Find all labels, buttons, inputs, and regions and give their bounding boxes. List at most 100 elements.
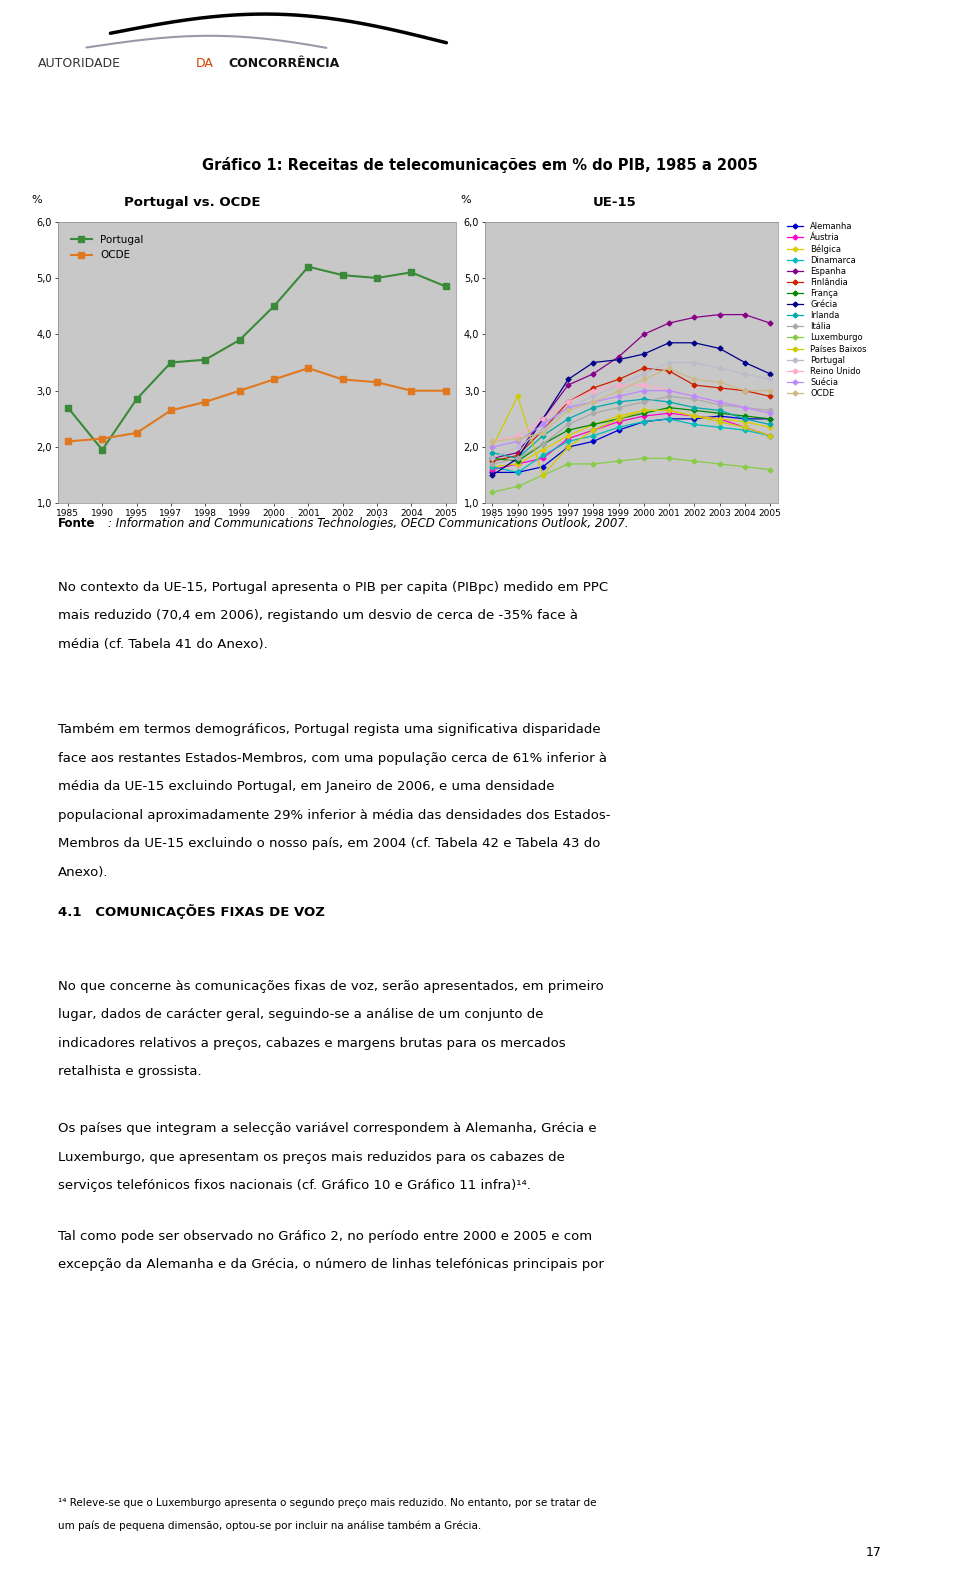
Text: Membros da UE-15 excluindo o nosso país, em 2004 (cf. Tabela 42 e Tabela 43 do: Membros da UE-15 excluindo o nosso país,…	[58, 837, 600, 850]
Reino Unido	[487, 432, 498, 451]
Itália	[563, 415, 574, 434]
Áustria	[563, 429, 574, 448]
Text: serviços telefónicos fixos nacionais (cf. Gráfico 10 e Gráfico 11 infra)¹⁴.: serviços telefónicos fixos nacionais (cf…	[58, 1179, 531, 1192]
Irlanda	[588, 397, 599, 416]
França	[714, 404, 726, 423]
Países Baixos	[537, 465, 548, 484]
Portugal	[663, 353, 675, 372]
Itália	[714, 396, 726, 415]
Portugal	[405, 263, 417, 282]
Alemanha	[663, 410, 675, 429]
Espanha	[563, 375, 574, 394]
Bélgica	[714, 410, 726, 429]
Finlândia	[764, 386, 776, 405]
Áustria	[688, 407, 700, 426]
OCDE	[62, 432, 74, 451]
França	[638, 404, 650, 423]
Bélgica	[663, 400, 675, 419]
OCDE	[663, 359, 675, 378]
Itália	[688, 389, 700, 408]
Grécia	[739, 353, 751, 372]
Portugal	[62, 397, 74, 416]
Portugal	[234, 331, 246, 350]
Line: Irlanda: Irlanda	[491, 397, 772, 461]
Alemanha	[739, 410, 751, 429]
OCDE	[302, 359, 314, 378]
Text: excepção da Alemanha e da Grécia, o número de linhas telefónicas principais por: excepção da Alemanha e da Grécia, o núme…	[58, 1258, 604, 1271]
OCDE	[487, 432, 498, 451]
Dinamarca	[714, 418, 726, 437]
Portugal	[487, 450, 498, 469]
Itália	[537, 435, 548, 454]
Alemanha	[487, 462, 498, 481]
Text: No contexto da UE-15, Portugal apresenta o PIB per capita (PIBpc) medido em PPC: No contexto da UE-15, Portugal apresenta…	[58, 581, 608, 594]
Bélgica	[487, 457, 498, 476]
Dinamarca	[487, 457, 498, 476]
Reino Unido	[739, 397, 751, 416]
Países Baixos	[487, 437, 498, 456]
Reino Unido	[563, 393, 574, 412]
Itália	[739, 397, 751, 416]
Text: Luxemburgo, que apresentam os preços mais reduzidos para os cabazes de: Luxemburgo, que apresentam os preços mai…	[58, 1151, 564, 1164]
França	[739, 407, 751, 426]
Text: Os países que integram a selecção variável correspondem à Alemanha, Grécia e: Os países que integram a selecção variáv…	[58, 1122, 596, 1135]
Line: Reino Unido: Reino Unido	[491, 383, 772, 443]
Áustria	[714, 410, 726, 429]
OCDE	[612, 382, 624, 400]
Portugal	[537, 421, 548, 440]
Suécia	[714, 393, 726, 412]
Suécia	[537, 415, 548, 434]
Portugal	[131, 389, 142, 408]
Luxemburgo	[714, 454, 726, 473]
Portugal	[714, 359, 726, 378]
Text: retalhista e grossista.: retalhista e grossista.	[58, 1065, 202, 1078]
Áustria	[487, 461, 498, 480]
Reino Unido	[688, 386, 700, 405]
Itália	[512, 450, 523, 469]
Espanha	[663, 313, 675, 332]
OCDE	[268, 370, 279, 389]
Dinamarca	[588, 426, 599, 445]
Finlândia	[638, 359, 650, 378]
Reino Unido	[714, 393, 726, 412]
Finlândia	[663, 361, 675, 380]
França	[663, 397, 675, 416]
Dinamarca	[512, 462, 523, 481]
Espanha	[588, 364, 599, 383]
Text: populacional aproximadamente 29% inferior à média das densidades dos Estados-: populacional aproximadamente 29% inferio…	[58, 809, 611, 822]
Line: França: França	[491, 405, 772, 462]
Países Baixos	[714, 412, 726, 431]
Suécia	[512, 432, 523, 451]
Áustria	[588, 421, 599, 440]
Text: Também em termos demográficos, Portugal regista uma significativa disparidade: Também em termos demográficos, Portugal …	[58, 723, 600, 736]
Reino Unido	[588, 382, 599, 400]
Dinamarca	[537, 446, 548, 465]
Bélgica	[764, 418, 776, 437]
OCDE	[512, 429, 523, 448]
França	[487, 450, 498, 469]
Irlanda	[764, 415, 776, 434]
Line: Alemanha: Alemanha	[491, 415, 772, 475]
Luxemburgo	[764, 461, 776, 480]
Luxemburgo	[638, 450, 650, 469]
Line: Espanha: Espanha	[491, 313, 772, 461]
Text: Tal como pode ser observado no Gráfico 2, no período entre 2000 e 2005 e com: Tal como pode ser observado no Gráfico 2…	[58, 1230, 591, 1243]
Luxemburgo	[688, 451, 700, 470]
Alemanha	[563, 437, 574, 456]
Portugal	[739, 364, 751, 383]
França	[588, 415, 599, 434]
Luxemburgo	[512, 476, 523, 495]
Países Baixos	[688, 407, 700, 426]
Line: Portugal: Portugal	[65, 264, 448, 453]
Portugal	[97, 440, 108, 459]
Irlanda	[537, 426, 548, 445]
Luxemburgo	[563, 454, 574, 473]
Luxemburgo	[612, 451, 624, 470]
Suécia	[739, 397, 751, 416]
Portugal	[165, 353, 177, 372]
Bélgica	[563, 426, 574, 445]
Dinamarca	[563, 432, 574, 451]
Text: 17: 17	[866, 1547, 881, 1559]
Finlândia	[714, 378, 726, 397]
Suécia	[612, 386, 624, 405]
